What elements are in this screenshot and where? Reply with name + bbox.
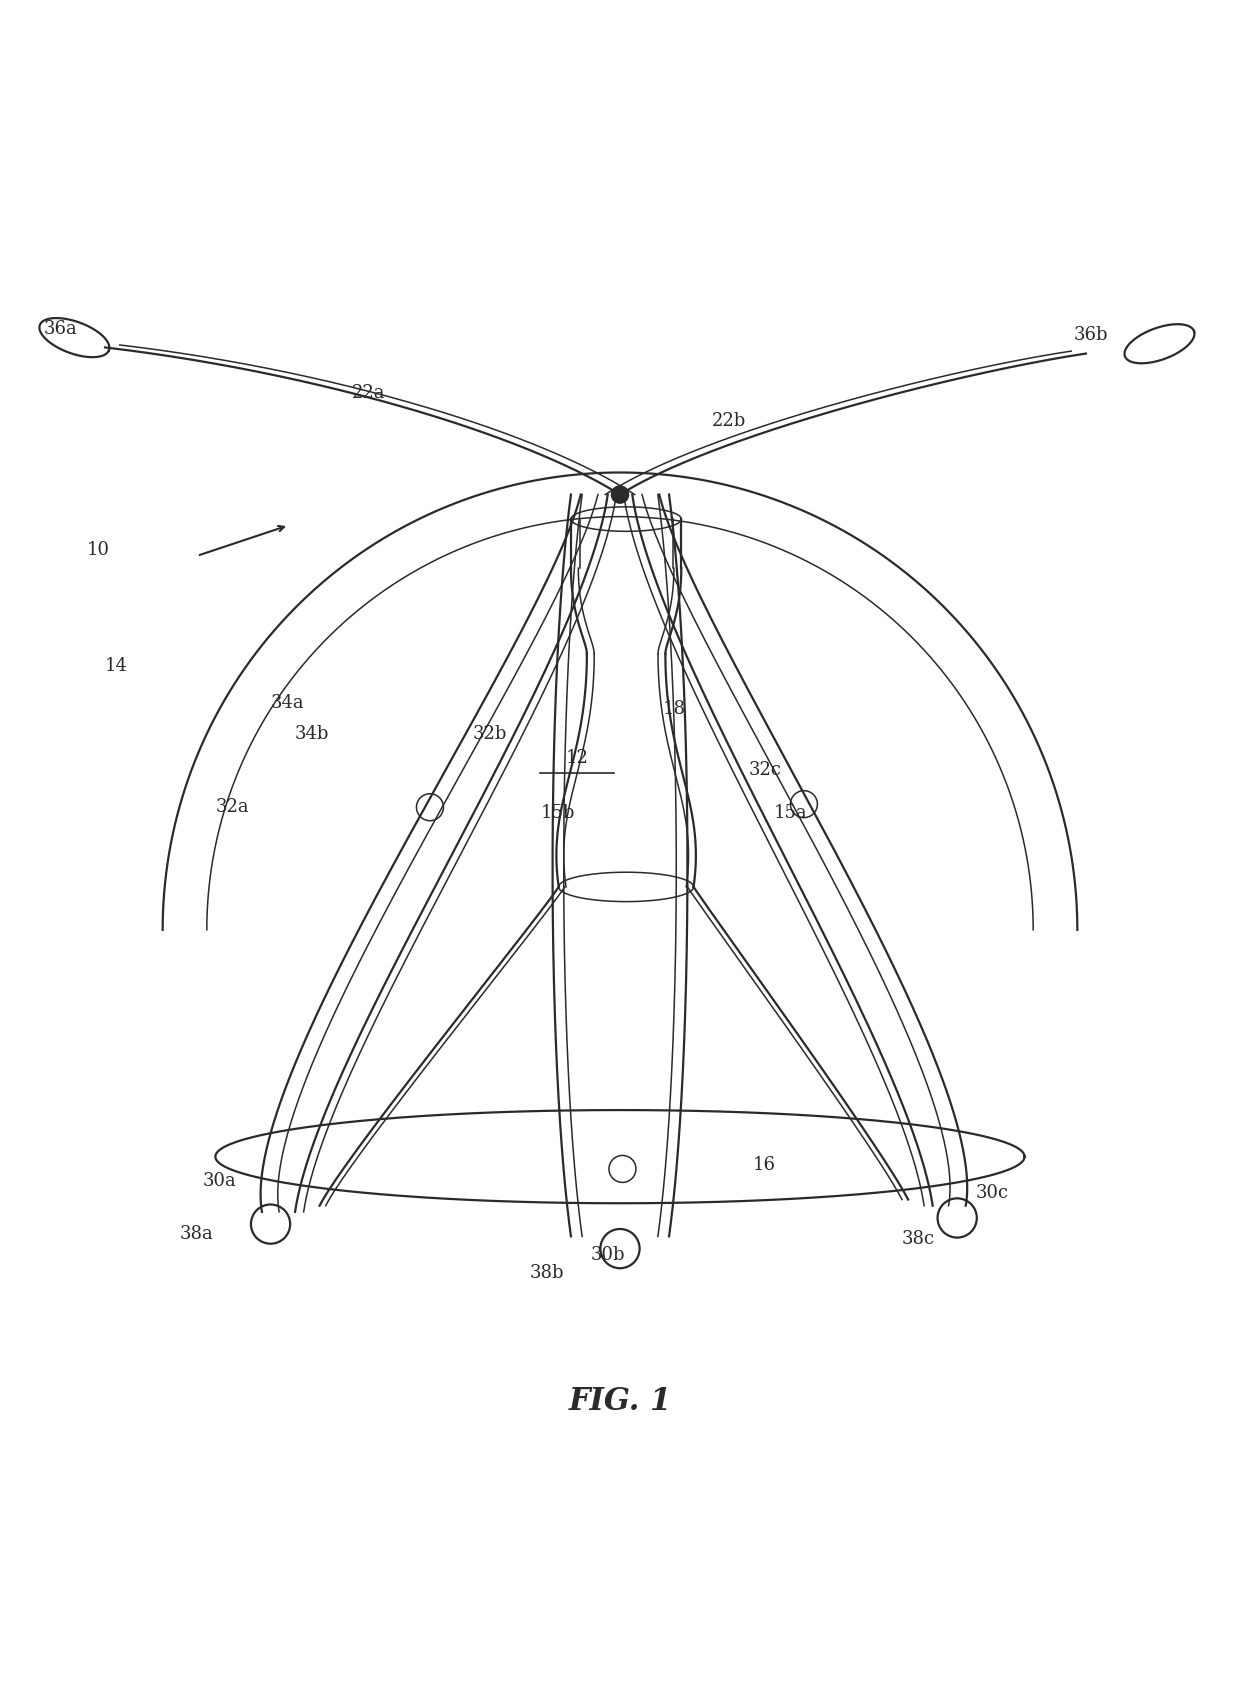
Text: 22a: 22a xyxy=(352,383,386,402)
Text: 38c: 38c xyxy=(901,1231,935,1247)
Text: 10: 10 xyxy=(87,540,109,559)
Text: 30c: 30c xyxy=(976,1185,1008,1202)
Text: 32c: 32c xyxy=(749,761,781,780)
Text: 16: 16 xyxy=(753,1156,775,1175)
Text: 12: 12 xyxy=(565,749,589,766)
Text: 32b: 32b xyxy=(472,724,507,743)
Text: 30a: 30a xyxy=(203,1171,237,1190)
Text: 34b: 34b xyxy=(295,724,330,743)
Text: 15b: 15b xyxy=(541,805,574,822)
Text: 38a: 38a xyxy=(180,1225,213,1242)
Text: 22b: 22b xyxy=(712,412,746,430)
Circle shape xyxy=(611,486,629,503)
Text: 36b: 36b xyxy=(1074,326,1109,344)
Text: 32a: 32a xyxy=(216,798,249,817)
Text: 15a: 15a xyxy=(774,805,807,822)
Text: 18: 18 xyxy=(663,701,686,717)
Text: 34a: 34a xyxy=(270,694,304,712)
Text: 14: 14 xyxy=(105,657,128,675)
Text: 36a: 36a xyxy=(43,321,77,338)
Text: 30b: 30b xyxy=(590,1246,625,1264)
Text: FIG. 1: FIG. 1 xyxy=(568,1386,672,1418)
Text: 38b: 38b xyxy=(529,1264,564,1283)
